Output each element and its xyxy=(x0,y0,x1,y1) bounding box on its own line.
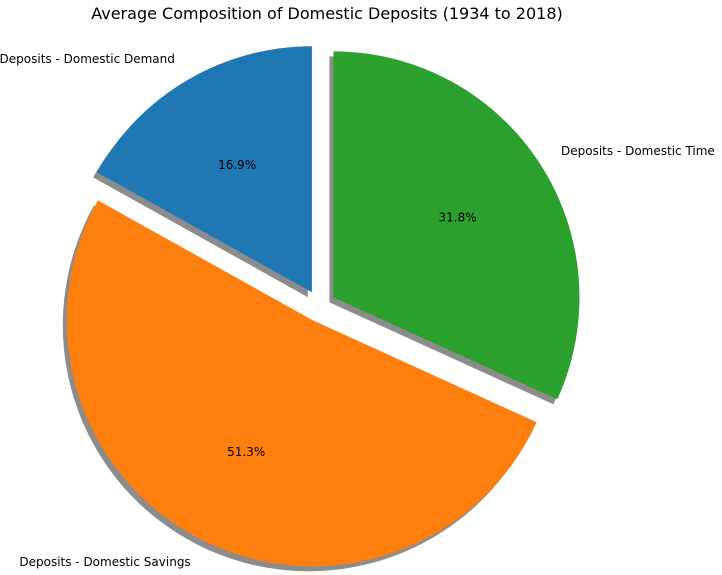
pie-slices xyxy=(66,46,580,567)
category-label-deposits-domestic-savings: Deposits - Domestic Savings xyxy=(19,555,190,569)
pct-label-deposits-domestic-demand: 16.9% xyxy=(218,158,256,172)
pct-label-deposits-domestic-savings: 51.3% xyxy=(227,445,265,459)
chart-title: Average Composition of Domestic Deposits… xyxy=(91,4,563,23)
category-label-deposits-domestic-demand: Deposits - Domestic Demand xyxy=(0,52,175,66)
slice-deposits-domestic-time xyxy=(333,51,580,400)
slice-labels: 16.9% Deposits - Domestic Demand 51.3% Depo… xyxy=(0,52,715,569)
category-label-deposits-domestic-time: Deposits - Domestic Time xyxy=(561,144,715,158)
pct-label-deposits-domestic-time: 31.8% xyxy=(439,210,477,224)
slice-deposits-domestic-demand xyxy=(97,46,312,293)
slice-deposits-domestic-savings xyxy=(66,200,537,567)
